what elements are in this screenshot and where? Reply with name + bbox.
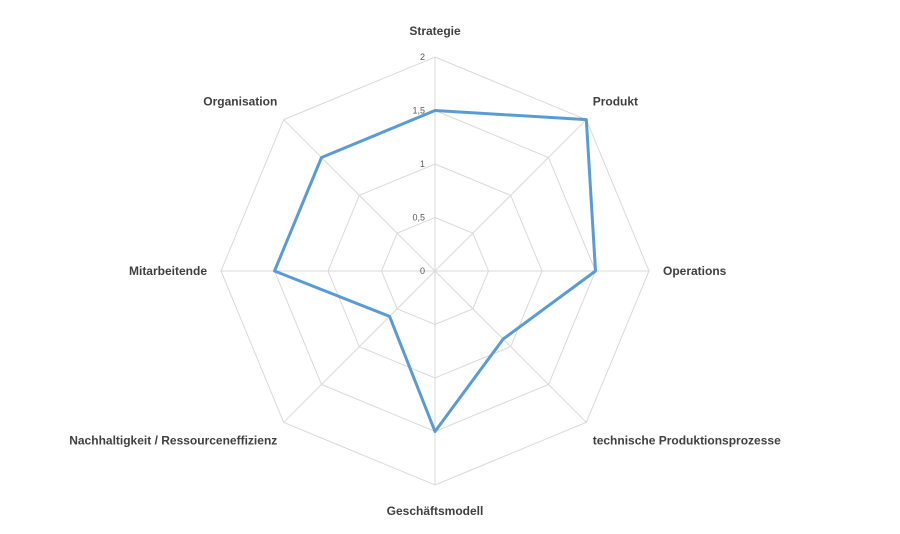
axis-label: technische Produktionsprozesse (593, 434, 781, 448)
tick-label: 2 (420, 52, 425, 62)
axis-label: Produkt (593, 94, 638, 108)
tick-label: 0,5 (412, 213, 425, 223)
spoke-7 (283, 119, 436, 272)
tick-label: 0 (420, 266, 425, 276)
tick-label: 1 (420, 159, 425, 169)
spoke-3 (434, 270, 587, 423)
axis-label: Geschäftsmodell (387, 504, 484, 518)
axis-label: Operations (663, 264, 727, 278)
radar-tick-labels: 0 0,5 1 1,5 2 (412, 52, 425, 276)
axis-label: Organisation (203, 94, 277, 108)
tick-label: 1,5 (412, 106, 425, 116)
axis-label: Mitarbeitende (129, 264, 207, 278)
radar-spokes (221, 57, 649, 485)
radar-series (273, 109, 597, 433)
axis-label: Nachhaltigkeit / Ressourceneffizienz (69, 434, 277, 448)
series-line-0 (273, 109, 597, 433)
axis-label: Strategie (409, 24, 461, 38)
radar-axis-labels: Strategie Produkt Operations technische Pro… (69, 24, 781, 518)
spoke-5 (283, 270, 436, 423)
spoke-1 (434, 119, 587, 272)
